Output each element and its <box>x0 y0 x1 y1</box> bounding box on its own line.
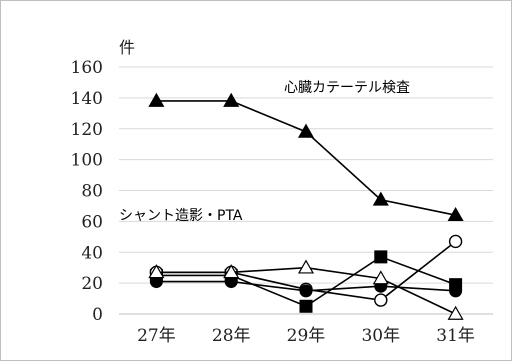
series-open-triangle <box>148 259 464 320</box>
y-tick-label: 40 <box>81 243 103 263</box>
data-point <box>372 270 389 285</box>
x-tick-label: 29年 <box>287 326 326 346</box>
y-tick-label: 160 <box>71 58 103 78</box>
data-point <box>299 299 313 313</box>
x-tick-label: 30年 <box>361 326 400 346</box>
series-line <box>156 100 456 216</box>
data-point <box>449 284 463 298</box>
x-axis-ticks: 27年 28年 29年 30年 31年 <box>137 326 475 346</box>
data-point <box>447 206 464 222</box>
y-tick-label: 120 <box>71 120 103 140</box>
y-tick-label: 100 <box>71 151 103 171</box>
y-axis-unit-label: 件 <box>119 38 135 57</box>
series-group <box>148 92 464 320</box>
data-point <box>297 259 315 274</box>
y-tick-label: 140 <box>71 89 103 109</box>
data-point <box>374 250 388 264</box>
annotation-cardiac-catheterization: 心臓カテーテル検査 <box>284 80 410 96</box>
data-point <box>372 191 389 206</box>
data-point <box>447 305 464 320</box>
y-tick-label: 60 <box>81 212 103 232</box>
y-tick-label: 20 <box>81 274 103 294</box>
series-filled-circle <box>149 275 463 298</box>
data-point <box>374 293 388 307</box>
y-tick-label: 80 <box>81 182 103 202</box>
data-point <box>448 234 463 249</box>
data-point <box>223 264 240 279</box>
annotation-shunt-angiography-pta: シャント造影・PTA <box>119 208 243 224</box>
data-point <box>297 123 315 138</box>
data-point <box>223 92 240 107</box>
x-tick-label: 27年 <box>137 326 176 346</box>
x-tick-label: 28年 <box>212 326 251 346</box>
data-point <box>299 284 313 298</box>
data-point <box>148 264 165 279</box>
gridlines <box>119 66 493 315</box>
series-filled-triangle <box>148 92 464 222</box>
data-point <box>148 92 165 107</box>
y-tick-label: 0 <box>92 305 103 325</box>
x-tick-label: 31年 <box>436 326 475 346</box>
y-axis-ticks: 0 20 40 60 80 100 120 140 160 <box>71 58 103 325</box>
